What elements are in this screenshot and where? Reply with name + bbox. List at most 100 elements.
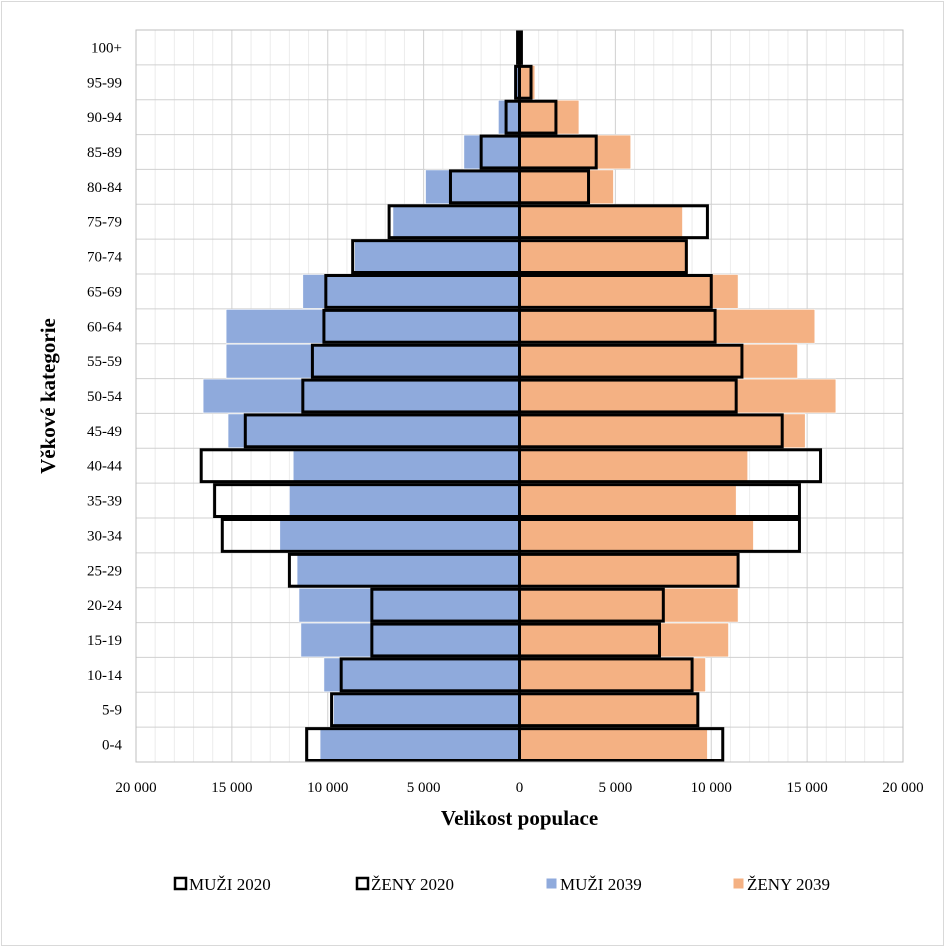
bar-zeny-2039-70-74 [519, 239, 689, 274]
bar-zeny-2020-40-44 [518, 448, 823, 484]
bar-zeny-2020-90-94 [518, 99, 558, 135]
bar-muzi-2039-25-29 [296, 553, 520, 588]
y-tick-label: 35-39 [87, 494, 122, 510]
x-tick-label: 15 000 [787, 780, 828, 796]
bar-zeny-2039-75-79 [519, 204, 683, 239]
plot-area-border [135, 29, 904, 763]
bar-zeny-2039-95-99 [519, 65, 536, 100]
bar-muzi-2039-70-74 [354, 239, 520, 274]
bar-muzi-2039-60-64 [225, 309, 520, 344]
y-tick-label: 40-44 [87, 459, 122, 475]
bar-zeny-2039-45-49 [519, 413, 806, 449]
x-tick-label: 10 000 [691, 780, 732, 796]
y-tick-label: 30-34 [87, 528, 122, 544]
bar-zeny-2020-35-39 [518, 483, 801, 518]
bar-zeny-2039-50-54 [519, 378, 837, 414]
bar-zeny-2020-60-64 [518, 308, 717, 344]
bar-zeny-2039-80-84 [519, 169, 614, 205]
bar-muzi-2039-45-49 [227, 413, 520, 449]
bar-zeny-2039-5-9 [519, 692, 699, 727]
bar-muzi-2039-35-39 [289, 483, 520, 518]
y-tick-label: 0-4 [102, 738, 122, 754]
bar-zeny-2039-0-4 [519, 727, 708, 762]
x-tick-label: 10 000 [307, 780, 348, 796]
y-tick-label: 20-24 [87, 598, 122, 614]
x-tick-label: 0 [516, 780, 524, 796]
bar-muzi-2039-55-59 [225, 343, 520, 379]
bar-zeny-2020-10-14 [518, 657, 694, 693]
y-tick-label: 65-69 [87, 284, 122, 300]
bar-muzi-2039-40-44 [292, 448, 520, 483]
bar-zeny-2020-0-4 [518, 727, 725, 763]
bar-zeny-2020-20-24 [518, 587, 665, 623]
bar-zeny-2039-30-34 [519, 518, 754, 553]
bar-zeny-2039-35-39 [519, 483, 737, 518]
bar-zeny-2039-55-59 [519, 343, 798, 379]
bar-zeny-2020-25-29 [518, 552, 740, 588]
legend-label: ŽENY 2039 [747, 875, 830, 894]
bar-muzi-2039-80-84 [425, 169, 520, 205]
y-tick-label: 75-79 [87, 215, 122, 231]
bar-muzi-2039-90-94 [498, 99, 520, 135]
bar-zeny-2020-15-19 [518, 622, 661, 658]
bar-muzi-2039-85-89 [463, 134, 520, 170]
bar-zeny-2020-75-79 [518, 204, 709, 240]
y-axis-title: Věkové kategorie [36, 318, 60, 474]
legend-swatch [173, 876, 188, 891]
y-tick-label: 80-84 [87, 180, 122, 196]
bar-muzi-2039-20-24 [298, 587, 520, 623]
bar-zeny-2039-65-69 [519, 274, 739, 309]
x-tick-label: 15 000 [211, 780, 252, 796]
bar-zeny-2020-50-54 [518, 378, 738, 414]
x-tick-label: 20 000 [882, 780, 923, 796]
y-tick-label: 90-94 [87, 110, 122, 126]
bar-zeny-2039-20-24 [519, 587, 739, 623]
bar-zeny-2039-10-14 [519, 657, 706, 693]
bar-zeny-2039-60-64 [519, 309, 816, 344]
legend-swatch [545, 877, 558, 890]
bar-zeny-2020-45-49 [518, 413, 784, 449]
bar-zeny-2020-70-74 [518, 239, 688, 274]
bar-zeny-2020-95-99 [518, 64, 533, 100]
bar-muzi-2039-75-79 [392, 204, 520, 239]
bar-muzi-2039-0-4 [319, 727, 520, 762]
bar-zeny-2020-85-89 [518, 134, 598, 170]
bar-zeny-2039-40-44 [519, 448, 748, 483]
bar-zeny-2039-25-29 [519, 553, 739, 588]
bar-zeny-2020-30-34 [518, 518, 801, 553]
bar-zeny-2039-90-94 [519, 99, 580, 135]
y-tick-label: 85-89 [87, 145, 122, 161]
bar-muzi-2039-50-54 [202, 378, 520, 414]
y-tick-label: 70-74 [87, 250, 122, 266]
bar-muzi-2039-10-14 [323, 657, 520, 693]
legend: MUŽI 2020 ŽENY 2020 MUŽI 2039 ŽENY 2039 [173, 875, 830, 894]
bar-zeny-2020-55-59 [518, 343, 744, 379]
y-tick-label: 45-49 [87, 424, 122, 440]
bar-muzi-2039-15-19 [300, 622, 520, 658]
bar-zeny-2039-15-19 [519, 622, 729, 658]
y-tick-labels: 0-4 5-9 10-14 15-19 20-24 25-29 30-34 35-39 40-4… [87, 40, 122, 753]
x-tick-label: 20 000 [115, 780, 156, 796]
legend-label: MUŽI 2020 [189, 875, 271, 894]
y-tick-label: 10-14 [87, 668, 122, 684]
bar-zeny-2020-80-84 [518, 169, 591, 205]
y-tick-label: 100+ [91, 40, 122, 56]
bar-muzi-2039-65-69 [302, 274, 520, 309]
y-tick-label: 5-9 [102, 703, 122, 719]
bar-muzi-2039-5-9 [333, 692, 520, 727]
y-tick-label: 15-19 [87, 633, 122, 649]
legend-swatch [355, 876, 370, 891]
legend-label: ŽENY 2020 [371, 875, 454, 894]
y-tick-label: 60-64 [87, 319, 122, 335]
y-tick-label: 25-29 [87, 563, 122, 579]
x-axis-title: Velikost populace [441, 806, 598, 830]
bar-muzi-2039-30-34 [279, 518, 520, 553]
bar-zeny-2020-5-9 [518, 692, 700, 728]
bar-zeny-2020-65-69 [518, 274, 713, 309]
x-tick-labels: 20 000 15 000 10 000 5 000 0 5 000 10 000 15 00… [115, 780, 923, 796]
legend-swatch [732, 877, 745, 890]
bar-zeny-2020-100+ [518, 30, 523, 65]
x-tick-label: 5 000 [407, 780, 441, 796]
y-tick-label: 95-99 [87, 75, 122, 91]
